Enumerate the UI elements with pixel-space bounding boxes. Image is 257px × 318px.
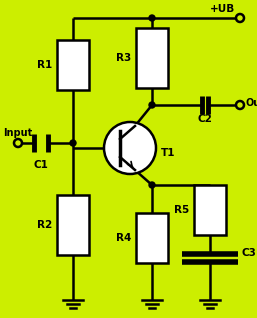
Circle shape	[70, 140, 76, 146]
Circle shape	[236, 101, 244, 109]
Bar	[194, 185, 226, 235]
Circle shape	[149, 182, 155, 188]
Text: R4: R4	[116, 233, 131, 243]
Circle shape	[149, 15, 155, 21]
Bar	[136, 213, 168, 263]
Text: T1: T1	[161, 148, 176, 158]
Text: C2: C2	[198, 114, 213, 124]
Text: Output: Output	[246, 98, 257, 108]
Text: R2: R2	[37, 220, 52, 230]
Text: C1: C1	[34, 160, 48, 170]
Circle shape	[14, 139, 22, 147]
Circle shape	[236, 14, 244, 22]
Text: C3: C3	[242, 248, 257, 258]
Text: R5: R5	[174, 205, 189, 215]
Circle shape	[149, 102, 155, 108]
Circle shape	[104, 122, 156, 174]
Text: R1: R1	[37, 60, 52, 70]
Bar	[57, 40, 89, 90]
Bar	[57, 195, 89, 255]
Text: +UB: +UB	[210, 4, 235, 14]
Bar	[136, 28, 168, 88]
Text: Input: Input	[3, 128, 33, 138]
Text: R3: R3	[116, 53, 131, 63]
